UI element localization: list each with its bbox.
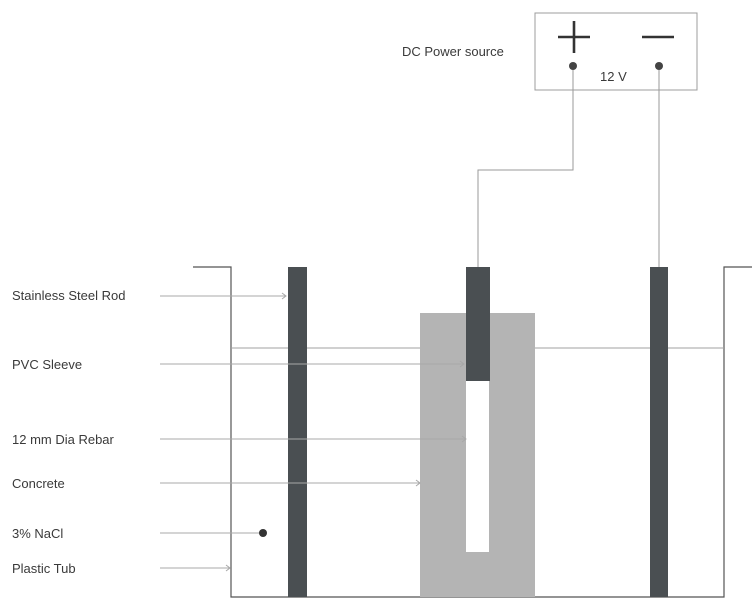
power-source-box [534, 12, 698, 91]
nacl-marker-dot [259, 529, 267, 537]
positive-wire [477, 70, 574, 267]
label-pvc-sleeve: PVC Sleeve [12, 357, 465, 372]
stainless-steel-rod-right [650, 267, 668, 597]
label-plastic-tub: Plastic Tub [12, 561, 231, 576]
power-source-label: DC Power source [402, 44, 504, 59]
stainless-steel-rod-label: Stainless Steel Rod [12, 288, 125, 303]
voltage-label: 12 V [600, 69, 627, 84]
concrete-label: Concrete [12, 476, 65, 491]
pvc-sleeve [466, 267, 490, 381]
positive-terminal [569, 62, 577, 70]
label-stainless-steel-rod: Stainless Steel Rod [12, 288, 287, 303]
plus-icon [558, 21, 590, 53]
dc-power-source: DC Power source 12 V [402, 12, 698, 91]
stainless-steel-rod-left [288, 267, 307, 597]
pvc-sleeve-label: PVC Sleeve [12, 357, 82, 372]
label-concrete: Concrete [12, 476, 421, 491]
label-rebar: 12 mm Dia Rebar [12, 432, 467, 447]
rebar [466, 380, 489, 552]
nacl-label: 3% NaCl [12, 526, 63, 541]
plastic-tub-label: Plastic Tub [12, 561, 76, 576]
label-nacl: 3% NaCl [12, 526, 267, 541]
negative-terminal [655, 62, 663, 70]
rebar-label: 12 mm Dia Rebar [12, 432, 115, 447]
